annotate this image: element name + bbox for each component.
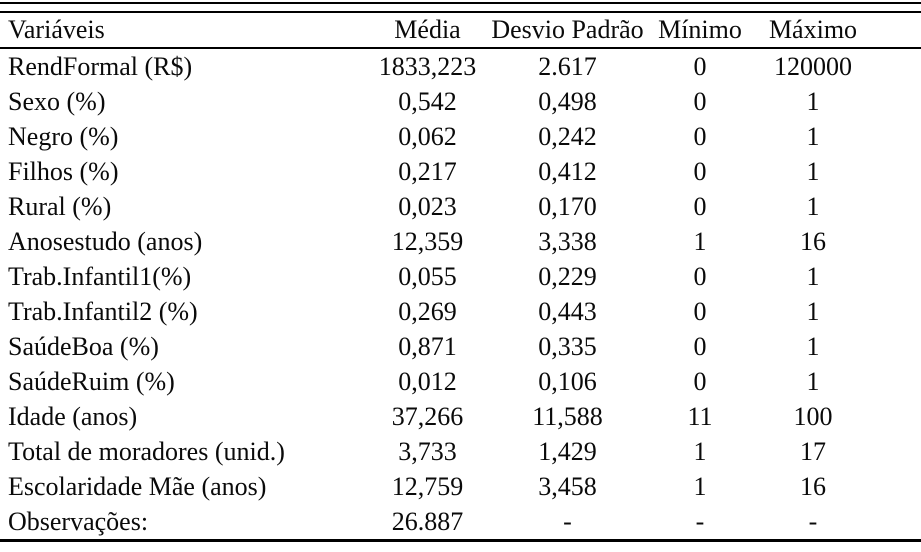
media-value-cell: 0,542 [398,86,457,116]
column-header-maximo: Máximo [750,12,921,49]
media-value-cell: 0,217 [398,156,457,186]
maximo-value-cell: 1 [806,331,820,361]
media-value-cell: 12,759 [391,471,464,501]
table-row: SaúdeBoa (%) 0,871 0,335 0 1 [0,329,921,364]
table-row: Trab.Infantil1(%) 0,055 0,229 0 1 [0,259,921,294]
desvio-padrao-value-cell: 0,229 [538,261,597,291]
maximo-value-cell: 100 [793,401,833,431]
table-row: Anosestudo (anos) 12,359 3,338 1 16 [0,224,921,259]
maximo-value-cell: - [808,506,818,536]
minimo-value-cell: 0 [693,51,707,81]
minimo-value-cell: 0 [693,191,707,221]
summary-statistics-table: Variáveis Média Desvio Padrão Mínimo Máx… [0,11,921,542]
table-row: Filhos (%) 0,217 0,412 0 1 [0,154,921,189]
desvio-padrao-value-cell: 2.617 [538,51,597,81]
variable-name-cell: Escolaridade Mãe (anos) [8,471,267,501]
media-value-cell: 0,055 [398,261,457,291]
desvio-padrao-value-cell: 3,458 [538,471,597,501]
media-value-cell: 0,023 [398,191,457,221]
desvio-padrao-value-cell: 0,170 [538,191,597,221]
desvio-padrao-value-cell: 0,498 [538,86,597,116]
minimo-value-cell: 1 [693,226,707,256]
table-row: SaúdeRuim (%) 0,012 0,106 0 1 [0,364,921,399]
variable-name-cell: Anosestudo (anos) [8,226,203,256]
table-row: Negro (%) 0,062 0,242 0 1 [0,119,921,154]
variable-name-cell: RendFormal (R$) [8,51,193,81]
minimo-value-cell: 0 [693,331,707,361]
table-row: Trab.Infantil2 (%) 0,269 0,443 0 1 [0,294,921,329]
minimo-value-cell: 0 [693,121,707,151]
header-row: Variáveis Média Desvio Padrão Mínimo Máx… [0,12,921,49]
desvio-padrao-value-cell: 1,429 [538,436,597,466]
desvio-padrao-value-cell: - [563,506,572,536]
minimo-value-cell: 1 [693,436,707,466]
table-row: RendFormal (R$) 1833,223 2.617 0 120000 [0,48,921,84]
maximo-value-cell: 16 [800,226,826,256]
table-header: Variáveis Média Desvio Padrão Mínimo Máx… [0,12,921,49]
variable-name-cell: Sexo (%) [8,86,106,116]
variable-name-cell: Trab.Infantil2 (%) [8,296,198,326]
column-header-desvio-padrao: Desvio Padrão [485,12,650,49]
minimo-value-cell: 0 [693,296,707,326]
minimo-value-cell: 0 [693,261,707,291]
table-body: RendFormal (R$) 1833,223 2.617 0 120000 Sexo … [0,48,921,541]
table-row: Observações: 26.887 - - - [0,504,921,541]
desvio-padrao-value-cell: 0,412 [538,156,597,186]
minimo-value-cell: - [695,506,705,536]
minimo-value-cell: 0 [693,156,707,186]
desvio-padrao-value-cell: 3,338 [538,226,597,256]
maximo-value-cell: 1 [806,86,820,116]
variable-name-cell: Idade (anos) [8,401,138,431]
variable-name-cell: Observações: [8,506,149,536]
desvio-padrao-value-cell: 0,335 [538,331,597,361]
column-header-variaveis: Variáveis [0,12,370,49]
media-value-cell: 12,359 [391,226,464,256]
minimo-value-cell: 0 [693,366,707,396]
desvio-padrao-value-cell: 0,242 [538,121,597,151]
column-header-minimo: Mínimo [650,12,750,49]
variable-name-cell: Trab.Infantil1(%) [8,261,192,291]
media-value-cell: 0,012 [398,366,457,396]
media-value-cell: 0,269 [398,296,457,326]
maximo-value-cell: 1 [806,121,820,151]
variable-name-cell: Rural (%) [8,191,112,221]
variable-name-cell: Filhos (%) [8,156,119,186]
desvio-padrao-value-cell: 0,443 [538,296,597,326]
media-value-cell: 1833,223 [378,51,477,81]
maximo-value-cell: 120000 [774,51,852,81]
top-rule [0,2,921,4]
variable-name-cell: Negro (%) [8,121,119,151]
variable-name-cell: SaúdeBoa (%) [8,331,159,361]
table-row: Rural (%) 0,023 0,170 0 1 [0,189,921,224]
minimo-value-cell: 0 [693,86,707,116]
variable-name-cell: SaúdeRuim (%) [8,366,175,396]
media-value-cell: 0,871 [398,331,457,361]
table-row: Idade (anos) 37,266 11,588 11 100 [0,399,921,434]
column-header-media: Média [370,12,485,49]
table-row: Sexo (%) 0,542 0,498 0 1 [0,84,921,119]
table-row: Total de moradores (unid.) 3,733 1,429 1 17 [0,434,921,469]
maximo-value-cell: 1 [806,366,820,396]
desvio-padrao-value-cell: 0,106 [538,366,597,396]
maximo-value-cell: 17 [800,436,826,466]
maximo-value-cell: 1 [806,296,820,326]
minimo-value-cell: 1 [693,471,707,501]
maximo-value-cell: 1 [806,191,820,221]
media-value-cell: 3,733 [398,436,457,466]
maximo-value-cell: 16 [800,471,826,501]
desvio-padrao-value-cell: 11,588 [532,401,603,431]
minimo-value-cell: 11 [687,401,713,431]
table-row: Escolaridade Mãe (anos) 12,759 3,458 1 16 [0,469,921,504]
media-value-cell: 37,266 [391,401,464,431]
maximo-value-cell: 1 [806,156,820,186]
media-value-cell: 26.887 [391,506,464,536]
variable-name-cell: Total de moradores (unid.) [8,436,285,466]
maximo-value-cell: 1 [806,261,820,291]
media-value-cell: 0,062 [398,121,457,151]
